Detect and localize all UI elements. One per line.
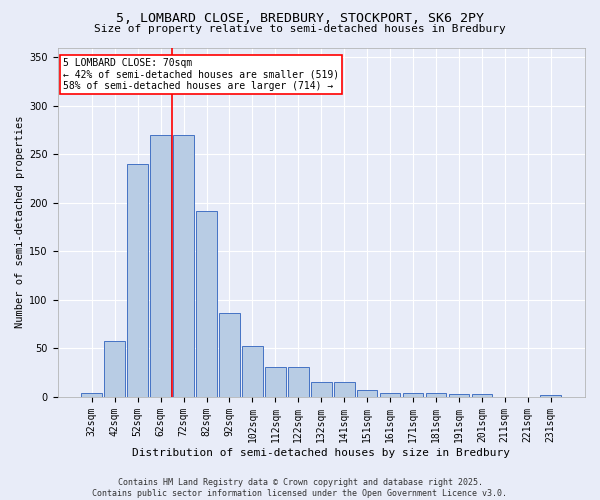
Bar [357,390,377,397]
X-axis label: Distribution of semi-detached houses by size in Bredbury: Distribution of semi-detached houses by … [132,448,510,458]
Bar [151,135,171,397]
Bar [196,210,217,397]
Bar [288,367,308,397]
Bar [425,393,446,397]
Bar [265,367,286,397]
Bar [472,394,492,397]
Bar [403,393,424,397]
Bar [173,135,194,397]
Bar [380,393,400,397]
Bar [127,164,148,397]
Text: Size of property relative to semi-detached houses in Bredbury: Size of property relative to semi-detach… [94,24,506,34]
Bar [334,382,355,397]
Bar [82,393,102,397]
Bar [311,382,332,397]
Text: 5 LOMBARD CLOSE: 70sqm
← 42% of semi-detached houses are smaller (519)
58% of se: 5 LOMBARD CLOSE: 70sqm ← 42% of semi-det… [63,58,339,91]
Bar [449,394,469,397]
Bar [242,346,263,397]
Bar [219,314,240,397]
Text: 5, LOMBARD CLOSE, BREDBURY, STOCKPORT, SK6 2PY: 5, LOMBARD CLOSE, BREDBURY, STOCKPORT, S… [116,12,484,26]
Y-axis label: Number of semi-detached properties: Number of semi-detached properties [15,116,25,328]
Bar [541,395,561,397]
Bar [104,340,125,397]
Text: Contains HM Land Registry data © Crown copyright and database right 2025.
Contai: Contains HM Land Registry data © Crown c… [92,478,508,498]
